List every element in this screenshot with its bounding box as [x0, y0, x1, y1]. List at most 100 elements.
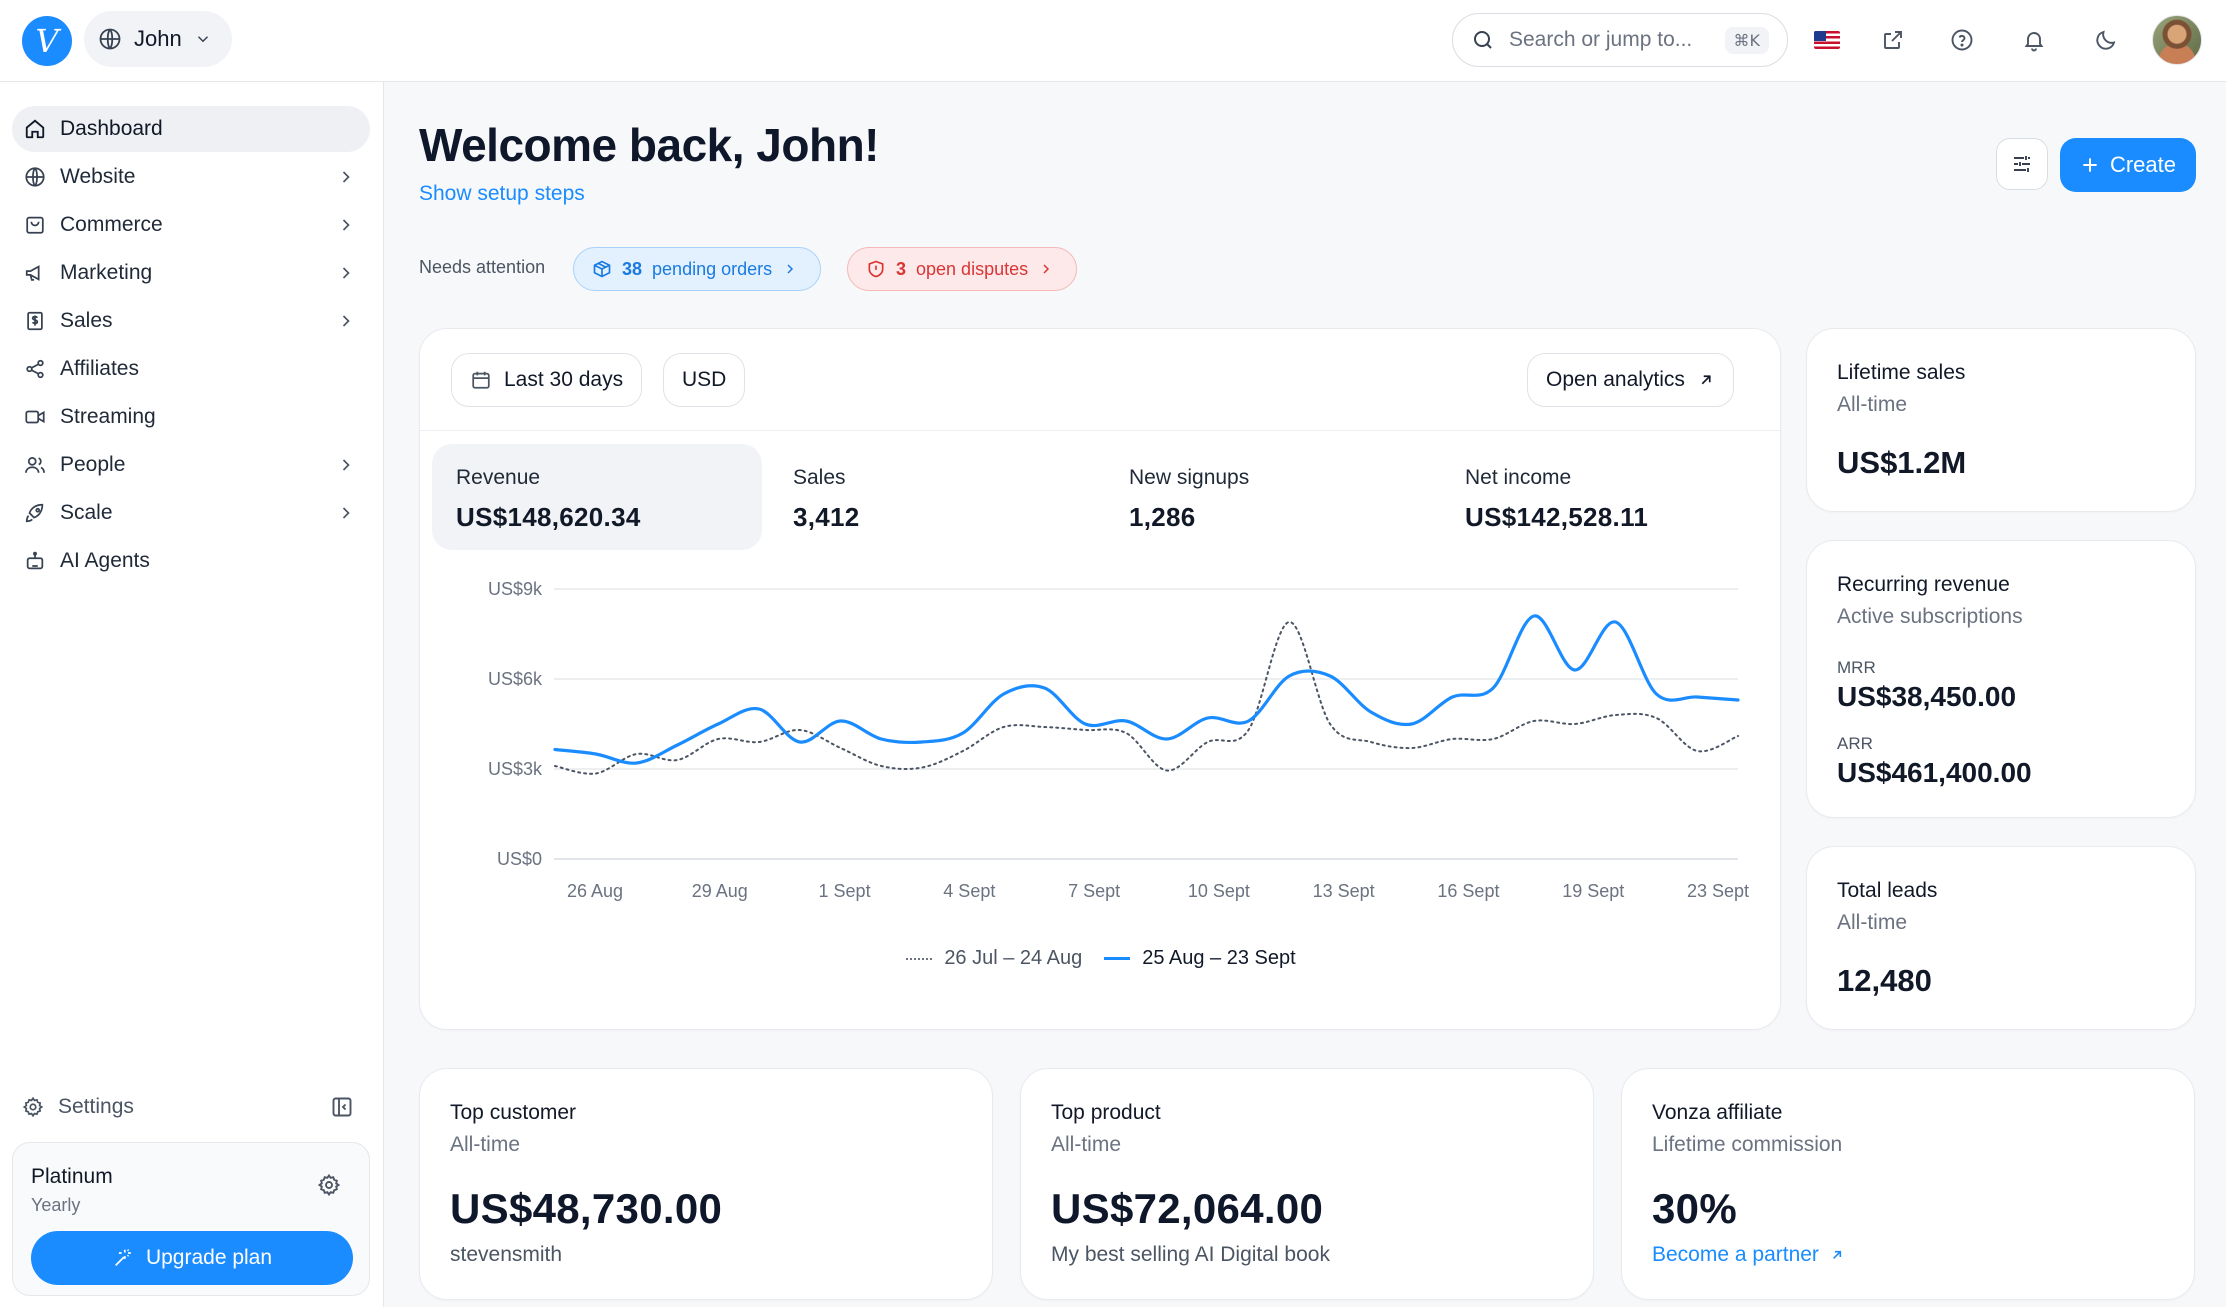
sidebar-item-streaming[interactable]: Streaming — [12, 394, 370, 440]
card-subtitle: Lifetime commission — [1652, 1133, 1843, 1156]
sidebar-item-website[interactable]: Website — [12, 154, 370, 200]
card-subtitle: All-time — [450, 1133, 521, 1156]
sidebar-item-commerce[interactable]: Commerce — [12, 202, 370, 248]
total-leads-card[interactable]: Total leads All-time 12,480 — [1806, 846, 2196, 1030]
bell-icon — [2024, 32, 2044, 52]
sidebar-item-label: Affiliates — [60, 357, 139, 380]
top-product-card[interactable]: Top product All-time US$72,064.00 My bes… — [1020, 1068, 1594, 1300]
become-partner-label: Become a partner — [1652, 1243, 1819, 1266]
card-title: Top product — [1051, 1101, 1161, 1124]
series-line-previous — [554, 620, 1739, 775]
pending-orders-pill[interactable]: 38 pending orders — [573, 247, 822, 291]
arr-value: US$461,400.00 — [1837, 757, 2032, 788]
legend-swatch-dotted — [906, 957, 933, 960]
robot-icon — [26, 551, 44, 570]
upgrade-plan-button[interactable]: Upgrade plan — [31, 1231, 353, 1285]
top-bar: V John Search or jump to... ⌘K — [0, 0, 2226, 82]
currency-selector[interactable]: USD — [663, 353, 746, 407]
sidebar-item-ai-agents[interactable]: AI Agents — [12, 538, 370, 584]
revenue-chart: US$0 US$3k US$6k US$9k 26 Aug 29 Aug 1 Sept 4 S… — [488, 579, 1749, 901]
x-tick-label: 16 Sept — [1437, 881, 1499, 901]
shield-alert-icon — [868, 260, 884, 278]
top-customer-card[interactable]: Top customer All-time US$48,730.00 steve… — [419, 1068, 993, 1300]
legend-label: 26 Jul – 24 Aug — [944, 947, 1083, 969]
megaphone-icon — [25, 265, 40, 281]
plus-icon — [2083, 158, 2097, 172]
legend-item-current[interactable]: 25 Aug – 23 Sept — [1104, 947, 1296, 970]
metric-net-income[interactable]: Net income US$142,528.11 — [1441, 444, 1771, 550]
user-avatar[interactable] — [2152, 15, 2202, 65]
sidebar-item-scale[interactable]: Scale — [12, 490, 370, 536]
notifications-button[interactable] — [2014, 20, 2054, 60]
arrow-up-right-icon — [1701, 375, 1711, 385]
language-button[interactable] — [1807, 20, 1847, 60]
card-title: Lifetime sales — [1837, 361, 1966, 384]
metric-revenue[interactable]: Revenue US$148,620.34 — [432, 444, 762, 550]
chevron-right-icon — [342, 459, 350, 471]
lifetime-sales-card[interactable]: Lifetime sales All-time US$1.2M — [1806, 328, 2196, 512]
external-link-button[interactable] — [1873, 20, 1913, 60]
open-disputes-pill[interactable]: 3 open disputes — [847, 247, 1078, 291]
chevron-right-icon — [342, 267, 350, 279]
metric-new-signups[interactable]: New signups 1,286 — [1105, 444, 1435, 550]
show-setup-steps-link[interactable]: Show setup steps — [419, 182, 585, 205]
sidebar-item-label: People — [60, 453, 126, 476]
card-title: Recurring revenue — [1837, 573, 2010, 596]
us-flag-icon — [1814, 31, 1840, 49]
rocket-icon — [25, 503, 44, 523]
sidebar-item-affiliates[interactable]: Affiliates — [12, 346, 370, 392]
create-button[interactable]: Create — [2060, 138, 2196, 192]
chevron-right-icon — [342, 219, 350, 231]
customize-button[interactable] — [1996, 138, 2048, 190]
sidebar-item-label: Sales — [60, 309, 113, 332]
help-icon — [1951, 29, 1973, 51]
sidebar-item-marketing[interactable]: Marketing — [12, 250, 370, 296]
card-divider — [420, 430, 1782, 431]
search-icon — [1474, 31, 1492, 49]
sidebar-item-label: Dashboard — [60, 117, 163, 140]
moon-icon — [2096, 30, 2116, 50]
metric-sales[interactable]: Sales 3,412 — [769, 444, 1099, 550]
workspace-switcher[interactable]: John — [84, 11, 232, 67]
logo-letter: V — [35, 22, 59, 60]
x-tick-label: 1 Sept — [819, 881, 871, 901]
date-range-selector[interactable]: Last 30 days — [451, 353, 643, 407]
search-input[interactable]: Search or jump to... ⌘K — [1452, 13, 1788, 67]
card-value: 12,480 — [1837, 963, 1932, 998]
sidebar-item-people[interactable]: People — [12, 442, 370, 488]
legend-item-previous[interactable]: 26 Jul – 24 Aug — [906, 947, 1082, 970]
x-tick-label: 10 Sept — [1188, 881, 1250, 901]
open-analytics-button[interactable]: Open analytics — [1527, 353, 1734, 407]
x-tick-label: 13 Sept — [1313, 881, 1375, 901]
disputes-text: open disputes — [916, 258, 1029, 279]
collapse-sidebar-icon[interactable] — [330, 1095, 354, 1119]
chevron-right-icon — [1043, 264, 1050, 274]
app-logo[interactable]: V — [22, 16, 72, 66]
card-subtitle: Active subscriptions — [1837, 605, 2023, 628]
search-placeholder: Search or jump to... — [1509, 28, 1693, 51]
customer-name: stevensmith — [450, 1243, 563, 1266]
workspace-name: John — [134, 26, 182, 51]
metric-value: 3,412 — [793, 502, 860, 532]
calendar-icon — [472, 371, 490, 389]
sidebar-item-settings[interactable]: Settings — [22, 1087, 362, 1127]
x-tick-label: 29 Aug — [692, 881, 748, 901]
affiliate-card: Vonza affiliate Lifetime commission 30% … — [1621, 1068, 2195, 1300]
globe-icon — [99, 28, 121, 50]
sidebar-item-sales[interactable]: Sales — [12, 298, 370, 344]
plan-settings-icon[interactable] — [317, 1173, 341, 1197]
x-tick-label: 19 Sept — [1562, 881, 1624, 901]
help-button[interactable] — [1942, 20, 1982, 60]
card-title: Total leads — [1837, 879, 1938, 902]
needs-attention-label: Needs attention — [419, 257, 546, 277]
chevron-right-icon — [342, 315, 350, 327]
date-range-label: Last 30 days — [504, 368, 624, 391]
sidebar: Dashboard Website Commerce Marketing Sal… — [0, 82, 384, 1307]
become-partner-link[interactable]: Become a partner — [1652, 1243, 1845, 1267]
series-line-current — [553, 614, 1740, 765]
card-value: 30% — [1652, 1185, 1737, 1232]
theme-toggle-button[interactable] — [2086, 20, 2126, 60]
recurring-revenue-card[interactable]: Recurring revenue Active subscriptions M… — [1806, 540, 2196, 818]
y-tick-label: US$6k — [488, 669, 543, 689]
sidebar-item-dashboard[interactable]: Dashboard — [12, 106, 370, 152]
